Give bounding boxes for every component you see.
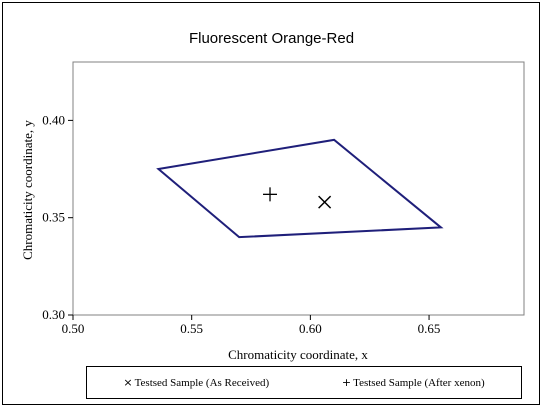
x-tick-label: 0.60: [299, 321, 322, 336]
legend-entry-after-xenon: + Testsed Sample (After xenon): [342, 376, 485, 389]
legend-label: Testsed Sample (As Received): [134, 376, 270, 389]
chromaticity-region-polygon: [156, 138, 444, 239]
as-received-point: [318, 195, 332, 209]
plot-area: [72, 61, 525, 316]
y-tick-label: 0.35: [42, 210, 65, 225]
after-xenon-point: [263, 187, 278, 202]
y-tick-label: 0.40: [42, 112, 65, 127]
legend: × Testsed Sample (As Received) + Testsed…: [86, 366, 522, 399]
x-tick-label: 0.55: [180, 321, 203, 336]
x-tick-label: 0.65: [418, 321, 441, 336]
plus-marker-icon: +: [341, 376, 352, 389]
legend-label: Testsed Sample (After xenon): [353, 376, 485, 389]
legend-entry-as-received: × Testsed Sample (As Received): [123, 376, 269, 389]
y-tick-label: 0.30: [42, 307, 65, 322]
x-tick-label: 0.50: [62, 321, 85, 336]
y-axis-label: Chromaticity coordinate, y: [20, 120, 35, 260]
x-axis-label: Chromaticity coordinate, x: [228, 347, 368, 362]
chart-title: Fluorescent Orange-Red: [188, 30, 355, 47]
cross-marker-icon: ×: [123, 376, 133, 389]
